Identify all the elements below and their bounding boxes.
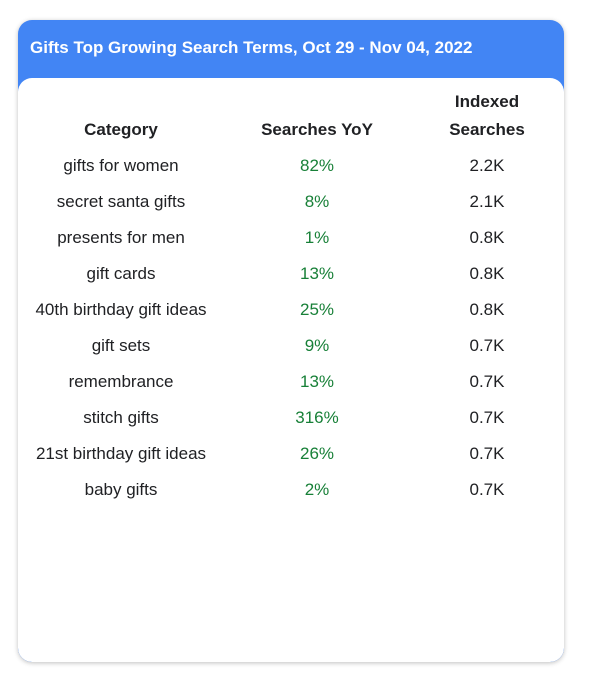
category-cell: presents for men <box>57 228 185 247</box>
indexed-cell: 0.7K <box>469 372 505 391</box>
column-header: Indexed Searches <box>413 88 561 152</box>
table-row: presents for men 1% 0.8K <box>21 224 561 260</box>
indexed-cell: 0.8K <box>469 264 505 283</box>
yoy-cell: 13% <box>299 264 335 283</box>
yoy-cell: 316% <box>295 408 339 427</box>
indexed-cell: 0.7K <box>469 336 505 355</box>
table-body: gifts for women 82% 2.2K secret santa gifts… <box>21 152 561 512</box>
yoy-cell: 25% <box>299 300 335 319</box>
table-row: gifts for women 82% 2.2K <box>21 152 561 188</box>
indexed-cell: 0.8K <box>469 228 505 247</box>
table-row: secret santa gifts 8% 2.1K <box>21 188 561 224</box>
yoy-cell: 1% <box>304 228 330 247</box>
yoy-cell: 13% <box>299 372 335 391</box>
indexed-cell: 0.7K <box>469 480 505 499</box>
indexed-cell: 0.7K <box>469 408 505 427</box>
yoy-cell: 8% <box>304 192 330 211</box>
yoy-cell: 82% <box>299 156 335 175</box>
yoy-cell: 26% <box>299 444 335 463</box>
table-row: baby gifts 2% 0.7K <box>21 476 561 512</box>
header-row: Category Searches YoY Indexed Searches <box>21 88 561 152</box>
category-cell: secret santa gifts <box>56 192 186 211</box>
category-cell: gift cards <box>86 264 156 283</box>
table-row: remembrance 13% 0.7K <box>21 368 561 404</box>
card-title: Gifts Top Growing Search Terms, Oct 29 -… <box>30 38 473 57</box>
indexed-cell: 2.2K <box>469 156 505 175</box>
yoy-cell: 2% <box>304 480 330 499</box>
indexed-cell: 0.8K <box>469 300 505 319</box>
table-row: gift sets 9% 0.7K <box>21 332 561 368</box>
category-cell: gift sets <box>91 336 151 355</box>
table-row: 21st birthday gift ideas 26% 0.7K <box>21 440 561 476</box>
column-header-text: Indexed Searches <box>449 92 525 139</box>
indexed-cell: 0.7K <box>469 444 505 463</box>
category-cell: 40th birthday gift ideas <box>35 300 207 319</box>
category-cell: stitch gifts <box>83 408 159 427</box>
table: Category Searches YoY Indexed Searches gif… <box>21 88 561 512</box>
table-row: 40th birthday gift ideas 25% 0.8K <box>21 296 561 332</box>
card: Gifts Top Growing Search Terms, Oct 29 -… <box>18 20 564 662</box>
category-cell: gifts for women <box>63 156 179 175</box>
column-header: Searches YoY <box>221 88 413 152</box>
column-header-text: Searches YoY <box>261 120 373 139</box>
column-header-text: Category <box>84 120 158 139</box>
table-row: stitch gifts 316% 0.7K <box>21 404 561 440</box>
card-body: Category Searches YoY Indexed Searches gif… <box>18 78 564 662</box>
indexed-cell: 2.1K <box>469 192 505 211</box>
category-cell: 21st birthday gift ideas <box>35 444 207 463</box>
category-cell: baby gifts <box>84 480 158 499</box>
column-header: Category <box>21 88 221 152</box>
yoy-cell: 9% <box>304 336 330 355</box>
table-row: gift cards 13% 0.8K <box>21 260 561 296</box>
category-cell: remembrance <box>68 372 174 391</box>
